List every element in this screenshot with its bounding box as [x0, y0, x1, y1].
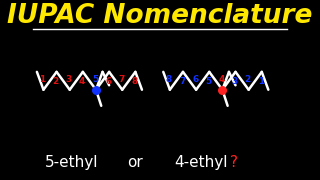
Point — [220, 88, 225, 91]
Text: 6: 6 — [105, 77, 111, 86]
Text: 6: 6 — [192, 75, 198, 84]
Text: 5: 5 — [92, 75, 98, 84]
Text: 1: 1 — [258, 77, 264, 86]
Text: 1: 1 — [39, 75, 46, 84]
Text: 5-ethyl: 5-ethyl — [44, 155, 98, 170]
Text: 8: 8 — [166, 75, 172, 84]
Text: 2: 2 — [53, 77, 59, 86]
Text: 4: 4 — [79, 77, 85, 86]
Text: 7: 7 — [118, 75, 124, 84]
Text: 3: 3 — [66, 75, 72, 84]
Text: 3: 3 — [232, 77, 238, 86]
Text: IUPAC Nomenclature: IUPAC Nomenclature — [7, 3, 313, 29]
Text: 4-ethyl: 4-ethyl — [174, 155, 228, 170]
Point — [93, 88, 99, 91]
Text: or: or — [127, 155, 143, 170]
Text: 8: 8 — [132, 77, 138, 86]
Text: ?: ? — [230, 155, 238, 170]
Text: 5: 5 — [205, 77, 212, 86]
Text: 7: 7 — [179, 77, 185, 86]
Text: 4: 4 — [218, 75, 225, 84]
Text: 2: 2 — [245, 75, 251, 84]
